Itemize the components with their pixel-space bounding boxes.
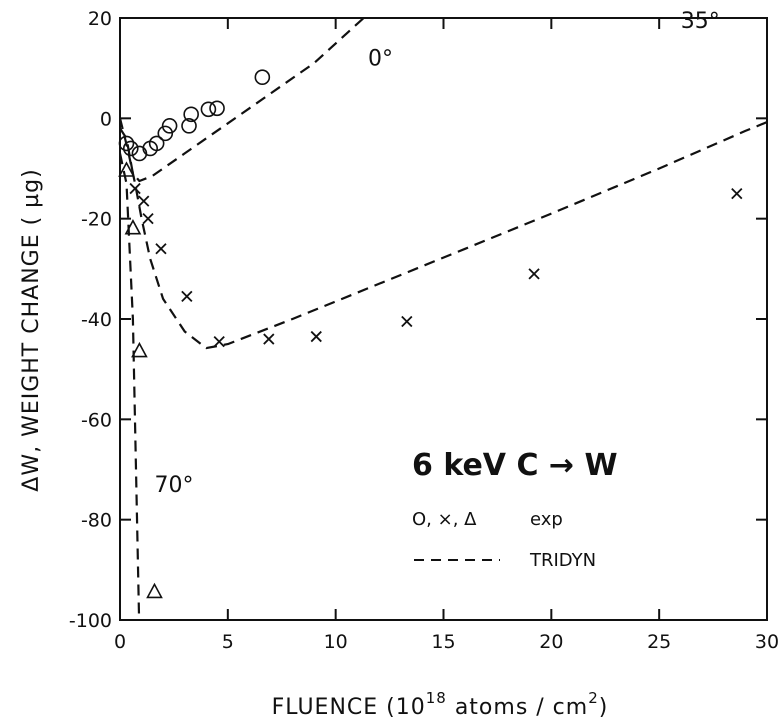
exp-point-triangle <box>146 582 163 599</box>
chart-title: 6 keV C → W <box>412 448 618 483</box>
exp-point-cross <box>129 182 141 195</box>
x-tick-label: 25 <box>647 631 671 653</box>
y-tick-label: 0 <box>100 108 112 130</box>
legend-label-tridyn: TRIDYN <box>529 550 596 571</box>
tridyn-curve-0deg <box>120 18 365 183</box>
x-tick-label: 0 <box>114 631 126 653</box>
exp-point-cross <box>528 268 540 280</box>
cross-stroke <box>142 213 154 225</box>
cross-stroke <box>263 333 275 345</box>
legend-label-exp: exp <box>530 509 563 530</box>
exp-point-cross <box>401 315 413 328</box>
exp-point-cross <box>142 213 154 225</box>
exp-point-triangle <box>118 161 135 177</box>
exp-point-triangle <box>131 341 148 358</box>
exp-point-circle <box>157 125 174 142</box>
exp-point-cross <box>213 335 225 348</box>
exp-point-circle <box>183 106 199 123</box>
exp-point-cross <box>263 333 275 345</box>
exp-point-circle <box>148 135 165 152</box>
y-tick-label: -80 <box>81 510 112 532</box>
y-axis-label: ΔW, WEIGHT CHANGE ( µg) <box>19 168 44 491</box>
cross-stroke <box>181 290 193 303</box>
y-tick-label: -20 <box>81 209 112 231</box>
exp-point-circle <box>122 140 139 157</box>
tridyn-curve-70deg <box>120 153 141 620</box>
legend: O, ×, Δ exp TRIDYN <box>412 509 596 571</box>
exp-point-cross <box>155 243 167 255</box>
exp-point-circle <box>118 135 135 152</box>
cross-stroke <box>731 187 743 200</box>
cross-stroke <box>155 243 167 255</box>
curve-label: 0° <box>368 47 393 72</box>
exp-point-circle <box>161 118 178 134</box>
curve-annotations: 0° 35° 70° <box>155 9 720 498</box>
exp-point-cross <box>310 330 322 343</box>
x-axis-label: FLUENCE (1018 atoms / cm2) <box>272 689 609 720</box>
cross-stroke <box>213 335 225 348</box>
cross-stroke <box>401 315 413 328</box>
exp-point-cross <box>731 187 743 200</box>
exp-point-cross <box>138 195 150 207</box>
y-tick-label: 20 <box>88 8 112 30</box>
cross-stroke <box>129 182 141 195</box>
curve-label: 70° <box>155 473 194 498</box>
exp-point-triangle <box>124 219 142 235</box>
y-tick-label: -40 <box>81 309 112 331</box>
exp-point-circle <box>181 118 197 134</box>
axis-ticks: 0 5 10 15 20 25 30 20 0 -20 -40 -60 -80 -100 <box>69 8 779 653</box>
tridyn-curves <box>120 18 767 620</box>
tridyn-curve-35deg <box>120 118 767 350</box>
cross-stroke <box>138 195 150 207</box>
x-tick-label: 10 <box>324 631 348 653</box>
x-tick-label: 15 <box>431 631 455 653</box>
exp-point-circle <box>200 101 217 118</box>
curve-label: 35° <box>681 9 720 34</box>
y-tick-label: -100 <box>69 610 112 632</box>
x-tick-label: 30 <box>755 631 779 653</box>
x-tick-label: 20 <box>539 631 563 653</box>
y-tick-label: -60 <box>81 409 112 431</box>
cross-stroke <box>310 330 322 343</box>
experimental-points <box>118 69 743 599</box>
exp-point-circle <box>209 100 225 117</box>
cross-stroke <box>528 268 540 280</box>
x-tick-label: 5 <box>222 631 234 653</box>
exp-point-circle <box>254 69 271 85</box>
exp-point-cross <box>181 290 193 303</box>
legend-symbols-exp: O, ×, Δ <box>412 509 477 530</box>
